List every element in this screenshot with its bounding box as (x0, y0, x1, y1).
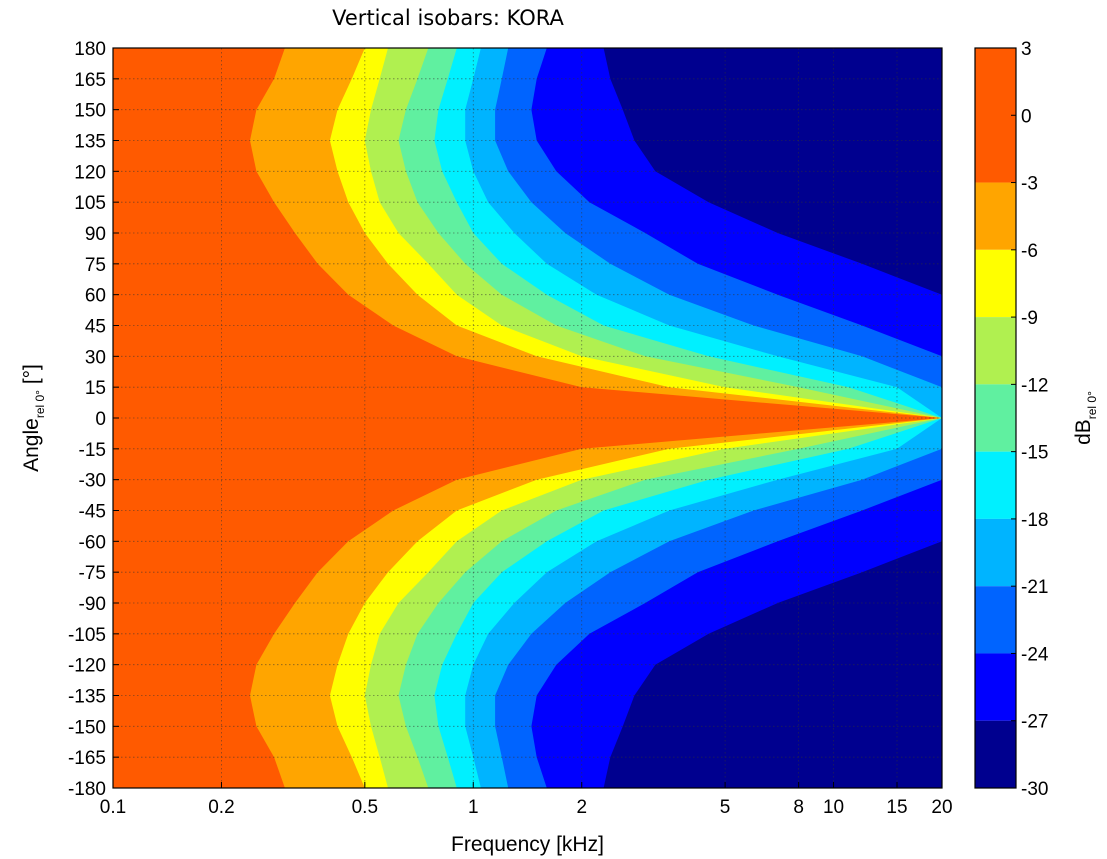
y-tick-label: -30 (79, 471, 106, 492)
colorbar-tick-label: -21 (1021, 577, 1048, 598)
colorbar-tick-label: -30 (1021, 779, 1048, 800)
y-tick-label: -120 (68, 656, 106, 677)
colorbar-tick-label: -15 (1021, 443, 1048, 464)
x-tick-label: 2 (576, 797, 587, 818)
colorbar-tick-label: -24 (1021, 644, 1049, 665)
y-tick-label: -60 (79, 532, 106, 553)
y-tick-label: -135 (68, 687, 106, 708)
y-tick-label: -165 (68, 748, 106, 769)
colorbar-segment (975, 48, 1016, 183)
colorbar-segment (975, 249, 1016, 318)
y-tick-label: -15 (79, 440, 106, 461)
colorbar-segment (975, 451, 1016, 519)
y-tick-label: 165 (74, 70, 106, 91)
y-tick-label: 135 (74, 132, 106, 153)
y-tick-label: 75 (85, 255, 106, 276)
y-tick-label: -90 (79, 594, 106, 615)
y-tick-label: -180 (68, 779, 106, 800)
y-tick-label: 150 (74, 101, 106, 122)
y-tick-label: 45 (85, 317, 106, 338)
colorbar-tick-label: -9 (1021, 308, 1038, 329)
y-tick-label: 90 (85, 224, 106, 245)
colorbar-segment (975, 182, 1016, 250)
colorbar-tick-label: -27 (1021, 712, 1048, 733)
x-tick-label: 0.2 (208, 797, 234, 818)
y-tick-label: -75 (79, 563, 106, 584)
colorbar-tick-label: 0 (1021, 106, 1032, 127)
chart-title: Vertical isobars: KORA (332, 6, 564, 30)
x-tick-label: 20 (931, 797, 952, 818)
colorbar-segment (975, 317, 1016, 385)
x-tick-label: 8 (793, 797, 804, 818)
colorbar-tick-label: 3 (1021, 39, 1032, 60)
x-tick-label: 15 (886, 797, 907, 818)
colorbar-label: dBrel 0° (1072, 391, 1099, 445)
y-tick-label: 120 (74, 162, 106, 183)
x-tick-label: 1 (468, 797, 479, 818)
y-tick-label: 15 (85, 378, 106, 399)
y-tick-label: -105 (68, 625, 106, 646)
y-axis-label: Anglerel 0° [°] (20, 364, 47, 472)
colorbar-tick-label: -3 (1021, 174, 1038, 195)
y-tick-label: 60 (85, 286, 106, 307)
y-tick-label: 0 (95, 409, 106, 430)
y-tick-label: 105 (74, 193, 106, 214)
colorbar-segment (975, 720, 1016, 788)
x-tick-label: 0.5 (352, 797, 378, 818)
colorbar-segment (975, 586, 1016, 654)
colorbar-frame (974, 47, 1017, 789)
colorbar-tick-label: -6 (1021, 241, 1038, 262)
y-tick-label: 180 (74, 39, 106, 60)
x-axis-label: Frequency [kHz] (451, 833, 604, 856)
x-tick-label: 10 (823, 797, 844, 818)
x-tick-label: 0.1 (100, 797, 126, 818)
colorbar-segment (975, 653, 1016, 721)
y-tick-label: -150 (68, 717, 106, 738)
colorbar-tick-label: -12 (1021, 375, 1048, 396)
colorbar-tick-label: -18 (1021, 510, 1048, 531)
colorbar-segment (975, 384, 1016, 452)
x-tick-label: 5 (720, 797, 731, 818)
y-tick-label: -45 (79, 502, 106, 523)
y-tick-label: 30 (85, 347, 106, 368)
colorbar-segment (975, 518, 1016, 587)
